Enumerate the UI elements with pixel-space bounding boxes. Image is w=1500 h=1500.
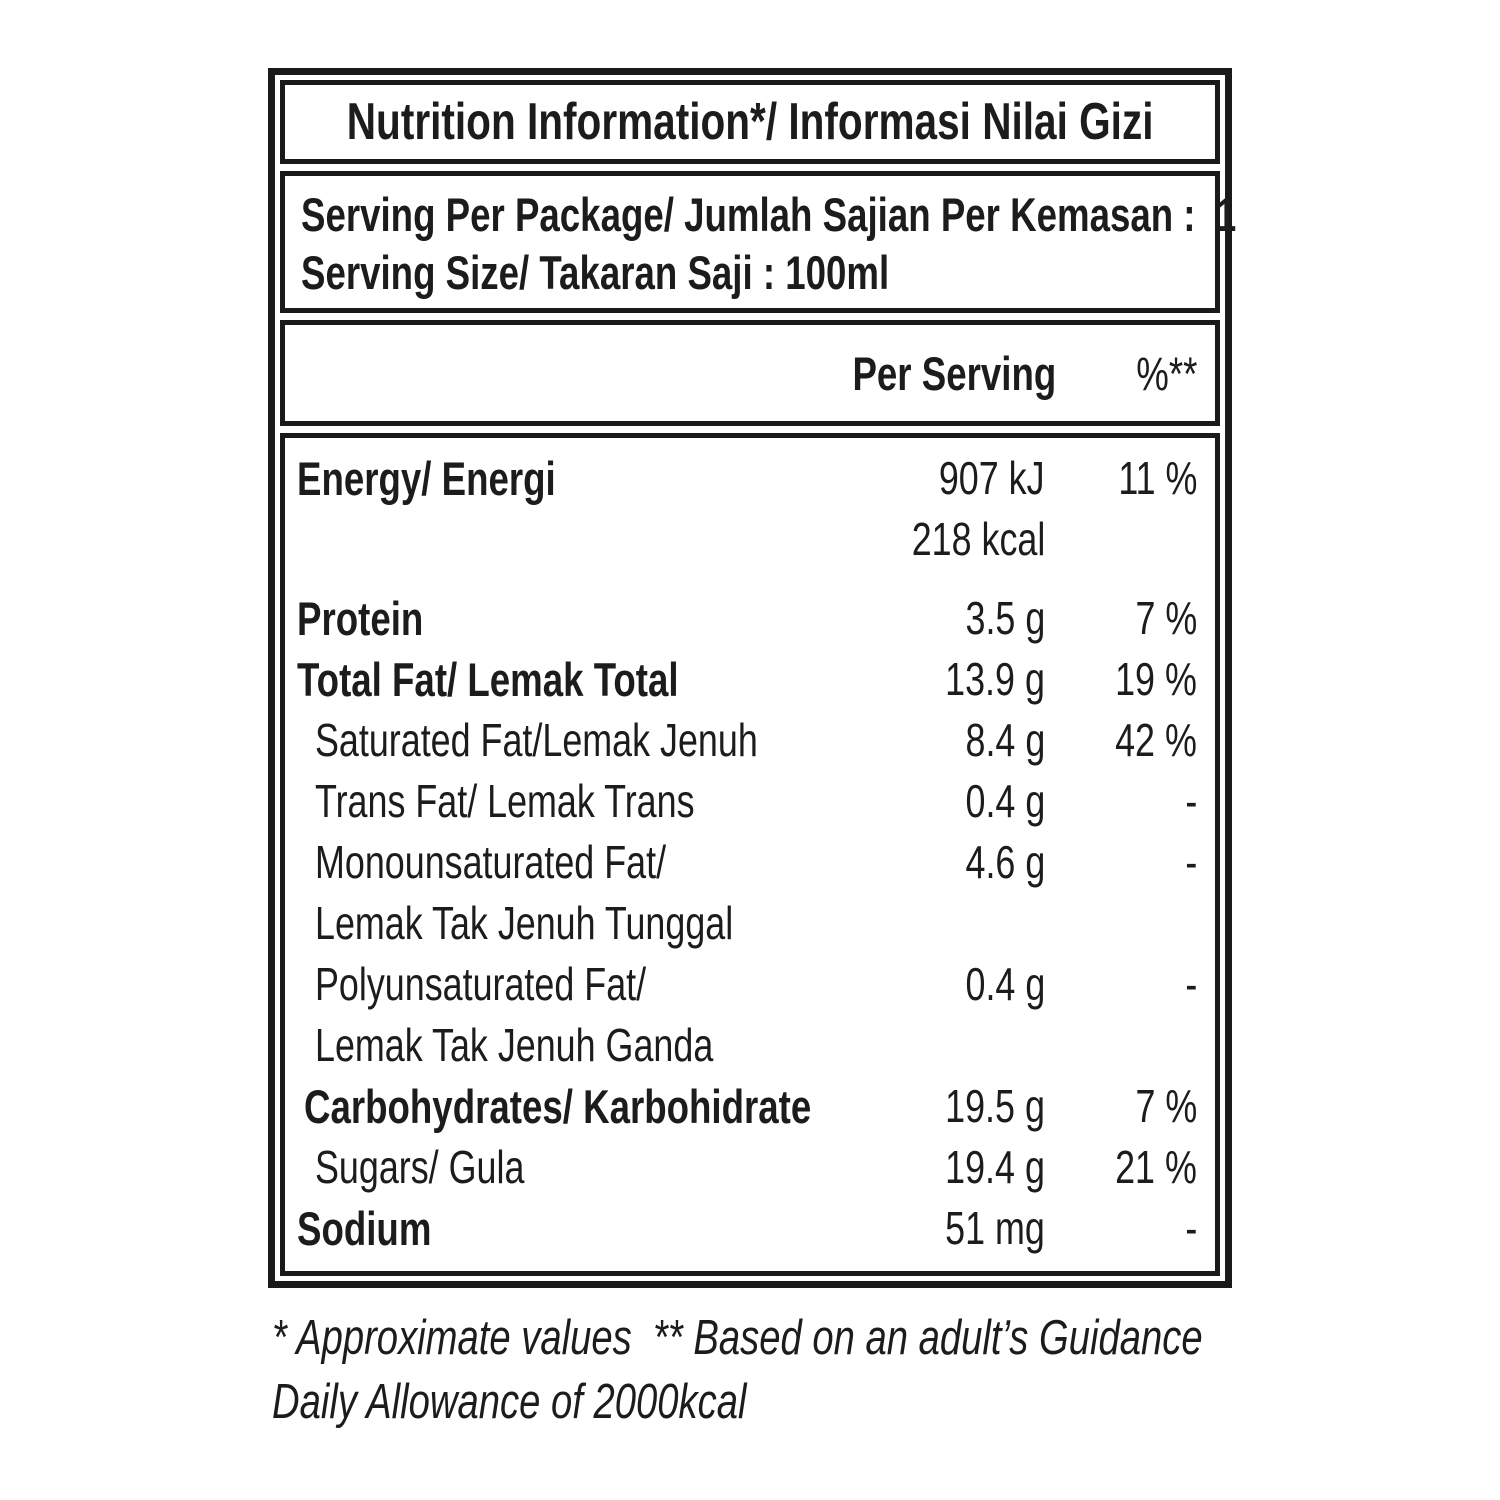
nutrient-label: Trans Fat/ Lemak Trans (315, 775, 695, 827)
nutrient-percent: - (1185, 775, 1197, 827)
nutrients-section: Energy/ Energi 907 kJ 11 % 218 kcal Prot… (280, 433, 1220, 1276)
nutrient-value: 0.4 g (965, 775, 1045, 827)
serving-section: Serving Per Package/ Jumlah Sajian Per K… (280, 171, 1237, 313)
nutrient-label: Protein (297, 592, 424, 645)
title-section: Nutrition Information*/ Informasi Nilai … (280, 80, 1220, 164)
nutrient-row-protein: Protein 3.5 g 7 % (297, 588, 1197, 649)
nutrient-label: Sodium (297, 1202, 432, 1255)
nutrient-percent: - (1185, 958, 1197, 1010)
nutrient-percent: 11 % (1117, 452, 1197, 504)
nutrient-row-monounsaturated-fat: Monounsaturated Fat/ 4.6 g - (297, 832, 1197, 893)
nutrient-value: 51 mg (945, 1202, 1045, 1254)
serving-per-package-line: Serving Per Package/ Jumlah Sajian Per K… (301, 188, 1237, 241)
nutrient-value: 19.5 g (945, 1080, 1045, 1132)
page-title: Nutrition Information*/ Informasi Nilai … (346, 93, 1154, 151)
column-header-per-serving: Per Serving (852, 346, 1057, 400)
nutrient-label: Lemak Tak Jenuh Ganda (315, 1019, 714, 1071)
column-header-section: Per Serving %** (280, 320, 1220, 426)
nutrient-percent: - (1185, 836, 1197, 888)
nutrient-row-carbohydrates: Carbohydrates/ Karbohidrate 19.5 g 7 % (297, 1076, 1197, 1137)
nutrient-label: Total Fat/ Lemak Total (297, 653, 679, 706)
nutrient-row-sodium: Sodium 51 mg - (297, 1198, 1197, 1259)
nutrient-percent: 7 % (1135, 1080, 1197, 1132)
nutrient-value: 218 kcal (911, 513, 1045, 565)
footnote: * Approximate values ** Based on an adul… (272, 1306, 1272, 1434)
nutrient-percent: - (1185, 1202, 1197, 1254)
nutrient-label: Saturated Fat/Lemak Jenuh (315, 714, 758, 766)
nutrient-row-polyunsaturated-fat-id: Lemak Tak Jenuh Ganda (297, 1015, 1197, 1076)
serving-size-line: Serving Size/ Takaran Saji : 100ml (301, 246, 890, 299)
nutrient-row-polyunsaturated-fat: Polyunsaturated Fat/ 0.4 g - (297, 954, 1197, 1015)
nutrient-label: Monounsaturated Fat/ (315, 836, 667, 888)
nutrient-value: 0.4 g (965, 958, 1045, 1010)
nutrient-value: 13.9 g (945, 653, 1045, 705)
footnote-line-1: * Approximate values ** Based on an adul… (272, 1311, 1203, 1365)
nutrient-value: 4.6 g (965, 836, 1045, 888)
nutrient-label: Energy/ Energi (297, 452, 556, 505)
nutrient-percent: 21 % (1115, 1141, 1197, 1193)
nutrient-row-total-fat: Total Fat/ Lemak Total 13.9 g 19 % (297, 649, 1197, 710)
nutrient-row-saturated-fat: Saturated Fat/Lemak Jenuh 8.4 g 42 % (297, 710, 1197, 771)
nutrient-label: Polyunsaturated Fat/ (315, 958, 647, 1010)
nutrient-label: Lemak Tak Jenuh Tunggal (315, 897, 734, 949)
nutrient-value: 8.4 g (965, 714, 1045, 766)
column-header-percent: %** (1135, 346, 1197, 400)
nutrient-label: Sugars/ Gula (315, 1141, 525, 1193)
nutrition-label-table: Nutrition Information*/ Informasi Nilai … (268, 68, 1237, 1288)
nutrient-percent: 19 % (1115, 653, 1197, 705)
nutrient-percent: 42 % (1115, 714, 1197, 766)
nutrient-row-sugars: Sugars/ Gula 19.4 g 21 % (297, 1137, 1197, 1198)
footnote-line-2: Daily Allowance of 2000kcal (272, 1375, 747, 1429)
nutrient-percent: 7 % (1135, 592, 1197, 644)
nutrient-row-trans-fat: Trans Fat/ Lemak Trans 0.4 g - (297, 771, 1197, 832)
nutrient-value: 907 kJ (939, 452, 1045, 504)
nutrient-value: 19.4 g (945, 1141, 1045, 1193)
nutrient-row-energy-kcal: 218 kcal (297, 509, 1197, 570)
nutrient-row-energy: Energy/ Energi 907 kJ 11 % (297, 448, 1197, 509)
nutrient-row-monounsaturated-fat-id: Lemak Tak Jenuh Tunggal (297, 893, 1197, 954)
nutrient-value: 3.5 g (965, 592, 1045, 644)
nutrient-label: Carbohydrates/ Karbohidrate (304, 1080, 812, 1133)
